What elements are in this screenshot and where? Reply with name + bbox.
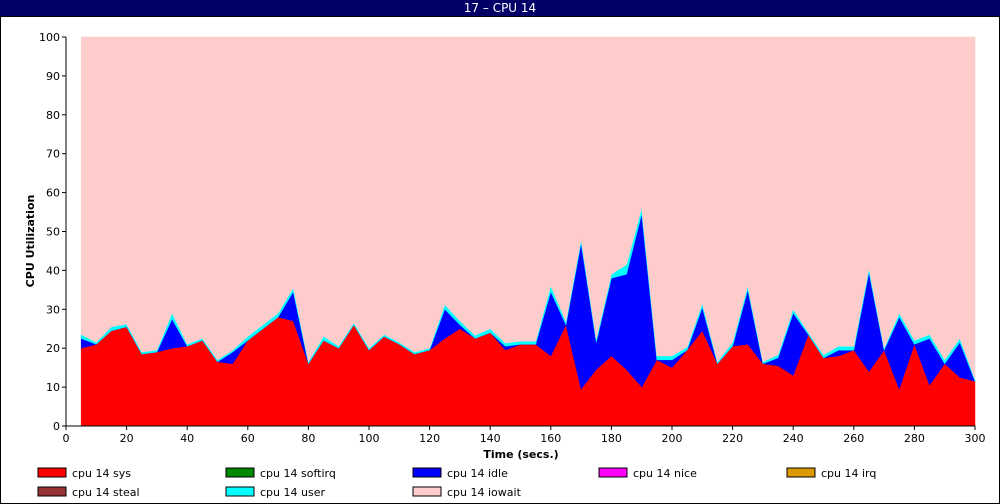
y-tick-label: 40 <box>46 264 60 277</box>
legend-label: cpu 14 irq <box>821 467 876 480</box>
y-tick-label: 30 <box>46 303 60 316</box>
chart-title-bar: 17 – CPU 14 <box>0 0 1000 16</box>
legend-item-cpu-14-steal: cpu 14 steal <box>37 486 140 499</box>
cpu-utilization-chart: 0 10 20 30 40 50 60 70 80 90 100 0 20 40 60 80 100 120 140… <box>24 31 986 499</box>
y-tick-label: 10 <box>46 381 60 394</box>
legend-label: cpu 14 user <box>260 486 325 499</box>
legend-label: cpu 14 steal <box>72 486 140 499</box>
legend-item-cpu-14-irq: cpu 14 irq <box>786 467 876 480</box>
y-tick-label: 20 <box>46 342 60 355</box>
x-tick-label: 240 <box>783 432 804 445</box>
legend-item-cpu-14-iowait: cpu 14 iowait <box>412 486 522 499</box>
chart-title: 17 – CPU 14 <box>463 1 537 15</box>
legend-swatch <box>598 467 628 478</box>
legend-item-cpu-14-sys: cpu 14 sys <box>37 467 131 480</box>
legend-swatch <box>225 467 255 478</box>
x-tick-label: 140 <box>480 432 501 445</box>
legend-swatch <box>37 467 67 478</box>
legend: cpu 14 sys cpu 14 softirq cpu 14 idle cpu 1… <box>37 467 876 499</box>
x-tick-label: 40 <box>180 432 194 445</box>
y-tick-label: 60 <box>46 187 60 200</box>
legend-item-cpu-14-user: cpu 14 user <box>225 486 325 499</box>
x-axis-title: Time (secs.) <box>483 448 558 461</box>
x-tick-label: 20 <box>120 432 134 445</box>
legend-label: cpu 14 softirq <box>260 467 336 480</box>
x-tick-label: 200 <box>662 432 683 445</box>
area-cpu-14-iowait <box>80 36 976 380</box>
x-tick-label: 300 <box>965 432 986 445</box>
area-layers <box>80 36 976 427</box>
legend-swatch <box>412 467 442 478</box>
y-tick-label: 70 <box>46 148 60 161</box>
y-tick-label: 0 <box>53 420 60 433</box>
y-tick-label: 80 <box>46 109 60 122</box>
x-tick-label: 80 <box>301 432 315 445</box>
x-tick-label: 160 <box>540 432 561 445</box>
y-tick-label: 100 <box>39 31 60 44</box>
legend-label: cpu 14 idle <box>447 467 508 480</box>
legend-swatch <box>225 486 255 497</box>
x-tick-label: 120 <box>419 432 440 445</box>
x-tick-label: 60 <box>241 432 255 445</box>
legend-label: cpu 14 iowait <box>447 486 522 499</box>
axes: 0 10 20 30 40 50 60 70 80 90 100 0 20 40 60 80 100 120 140… <box>39 31 986 445</box>
x-tick-label: 220 <box>722 432 743 445</box>
legend-item-cpu-14-softirq: cpu 14 softirq <box>225 467 336 480</box>
chart-frame: 0 10 20 30 40 50 60 70 80 90 100 0 20 40 60 80 100 120 140… <box>0 16 1000 504</box>
legend-item-cpu-14-nice: cpu 14 nice <box>598 467 697 480</box>
legend-swatch <box>412 486 442 497</box>
legend-label: cpu 14 sys <box>72 467 131 480</box>
legend-item-cpu-14-idle: cpu 14 idle <box>412 467 508 480</box>
y-tick-label: 90 <box>46 70 60 83</box>
legend-label: cpu 14 nice <box>633 467 697 480</box>
legend-swatch <box>786 467 816 478</box>
x-tick-label: 280 <box>904 432 925 445</box>
y-axis-title: CPU Utilization <box>24 195 37 288</box>
y-tick-label: 50 <box>46 226 60 239</box>
x-tick-label: 180 <box>601 432 622 445</box>
x-tick-label: 260 <box>843 432 864 445</box>
x-tick-label: 0 <box>63 432 70 445</box>
legend-swatch <box>37 486 67 497</box>
x-tick-label: 100 <box>359 432 380 445</box>
